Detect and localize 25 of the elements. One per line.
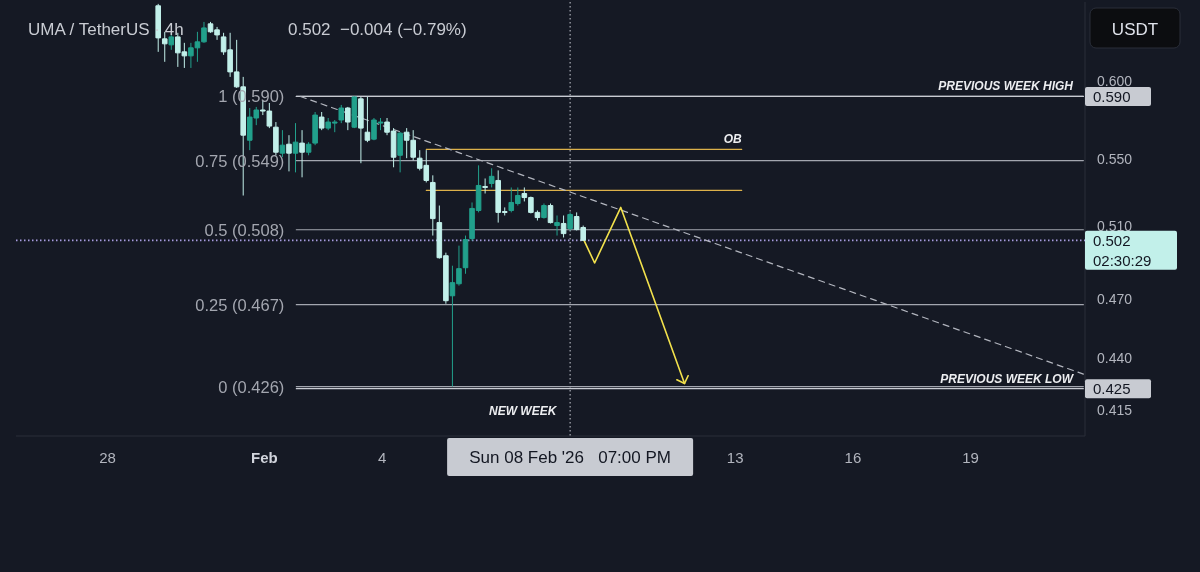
- annotation: OB: [723, 132, 743, 147]
- y-tick-label: 0.440: [1097, 349, 1133, 366]
- y-axis-title: USDT: [1111, 19, 1159, 39]
- x-tick-label: 28: [99, 448, 116, 466]
- annotation: PREVIOUS WEEK HIGH: [938, 79, 1074, 94]
- series-label: 0 (0.426): [218, 377, 285, 396]
- y-tick-label: 0.550: [1097, 150, 1133, 167]
- y-tick-label: 0.425: [1093, 380, 1131, 398]
- x-tick-label: Feb: [251, 448, 278, 466]
- text: 02:30:29: [1093, 251, 1152, 269]
- text: UMA / TetherUS · 4h: [28, 19, 184, 39]
- x-tick-label: 13: [726, 448, 744, 466]
- y-tick-label: 0.415: [1097, 401, 1133, 418]
- text: 0.502 −0.004 (−0.79%): [288, 19, 467, 39]
- series-label: 0.25 (0.467): [195, 295, 285, 314]
- annotation: NEW WEEK: [489, 404, 558, 418]
- annotation: PREVIOUS WEEK LOW: [940, 371, 1075, 386]
- x-tick-label: 16: [844, 448, 862, 466]
- ref-line-label: Sun 08 Feb '26 07:00 PM: [469, 447, 671, 467]
- y-tick-label: 0.600: [1097, 73, 1133, 90]
- x-tick-label: 4: [377, 448, 387, 466]
- x-tick-label: 19: [962, 448, 979, 466]
- series-label: 0.5 (0.508): [204, 220, 285, 239]
- y-tick-label: 0.470: [1097, 291, 1133, 307]
- y-tick-label: 0.590: [1093, 87, 1131, 105]
